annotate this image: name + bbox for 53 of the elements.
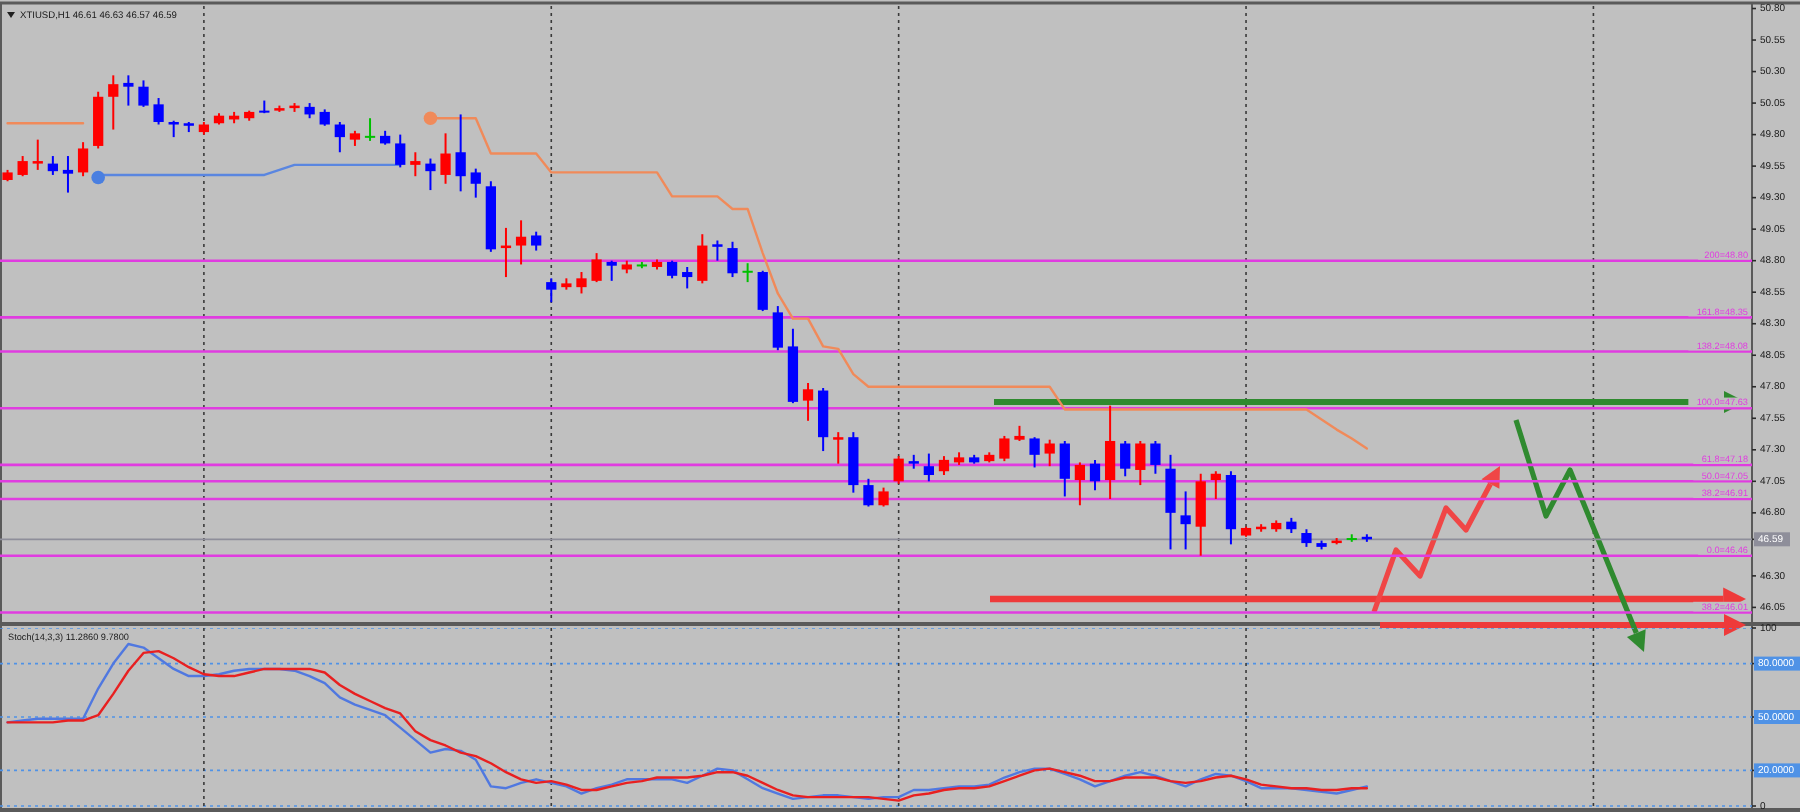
candlestick: [712, 239, 723, 262]
candlestick: [591, 252, 602, 284]
candlestick: [1104, 404, 1116, 500]
candlestick: [1180, 490, 1191, 551]
candlestick: [1089, 458, 1101, 492]
candlestick: [772, 305, 783, 352]
candlestick: [47, 155, 58, 176]
candlestick: [757, 269, 768, 313]
candlestick: [1135, 439, 1146, 487]
candlestick: [1029, 436, 1040, 469]
candlestick: [395, 133, 406, 169]
candlestick: [153, 97, 164, 126]
candlestick: [576, 271, 587, 295]
candlestick: [440, 132, 451, 185]
candlestick: [606, 259, 617, 282]
candlestick: [364, 117, 376, 142]
candlestick: [470, 167, 481, 199]
candlestick: [1195, 472, 1206, 557]
candlestick: [32, 138, 43, 171]
candlestick: [77, 141, 89, 178]
candlestick: [123, 74, 134, 107]
candlestick: [878, 486, 889, 508]
candlestick: [742, 262, 753, 284]
candlestick: [697, 233, 708, 285]
candlestick: [334, 120, 345, 154]
candlestick: [818, 387, 829, 453]
candlestick: [833, 431, 844, 465]
candlestick: [1044, 438, 1055, 468]
candlestick: [138, 79, 149, 108]
candlestick: [802, 381, 814, 422]
candlestick: [923, 452, 934, 483]
candlestick: [455, 113, 466, 193]
candlestick: [1059, 439, 1070, 498]
candlestick: [682, 265, 693, 290]
candlestick: [531, 230, 542, 252]
candlestick: [863, 477, 874, 508]
candlestick: [1120, 439, 1131, 478]
candlestick: [546, 277, 557, 304]
candlestick: [425, 157, 436, 192]
candlestick: [727, 240, 738, 279]
candlestick: [1165, 453, 1176, 551]
candlestick: [848, 431, 859, 494]
candlestick: [1210, 470, 1221, 500]
candlestick: [1150, 439, 1161, 475]
candlestick: [108, 74, 119, 131]
candlestick: [515, 219, 527, 266]
candlestick: [999, 434, 1010, 463]
candlestick: [1074, 461, 1086, 507]
candlestick: [938, 455, 950, 477]
candlestick: [410, 151, 421, 178]
candlestick: [62, 155, 74, 194]
candlestick: [893, 455, 904, 485]
candlestick: [17, 155, 28, 178]
